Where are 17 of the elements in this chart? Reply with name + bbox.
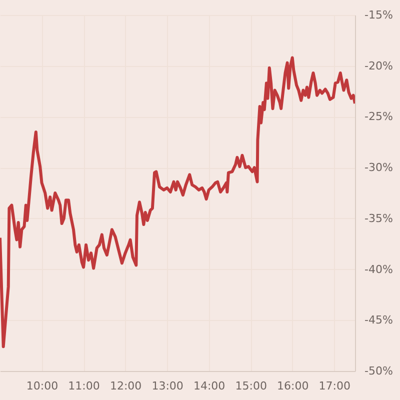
x-tick-label: 13:00 (152, 380, 184, 392)
y-tick-label: -30% (364, 161, 393, 174)
x-tick-label: 16:00 (277, 380, 309, 392)
line-series (0, 56, 355, 348)
y-tick-label: -15% (364, 8, 393, 22)
x-tick-label: 14:00 (193, 380, 226, 392)
x-tick-label: 11:00 (68, 380, 100, 392)
y-tick-label: -35% (364, 212, 393, 225)
x-tick-label: 17:00 (318, 380, 350, 392)
y-tick-label: -50% (364, 364, 393, 378)
x-tick-label: 15:00 (235, 380, 267, 392)
x-tick-label: 10:00 (26, 380, 58, 392)
x-tick-label: 12:00 (110, 380, 142, 392)
y-tick-label: -40% (364, 262, 393, 276)
y-tick-label: -45% (364, 314, 393, 327)
y-tick-label: -25% (364, 110, 393, 124)
y-tick-label: -20% (364, 59, 393, 72)
